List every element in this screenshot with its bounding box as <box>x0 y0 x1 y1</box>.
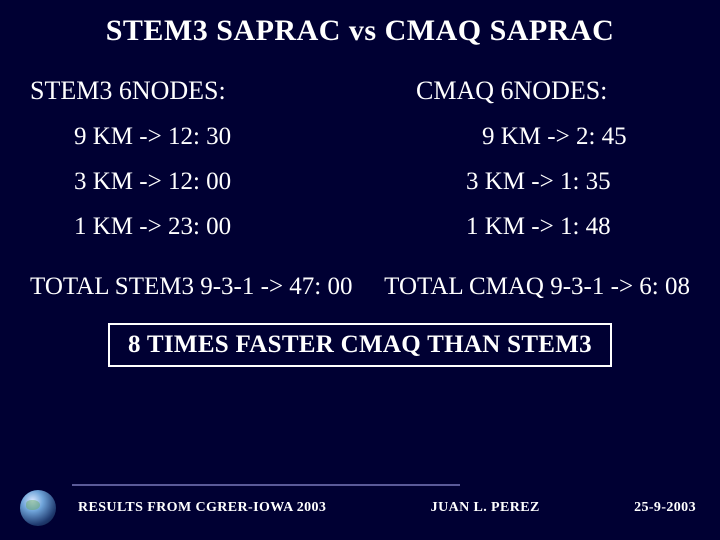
right-row-3: 1 KM -> 1: 48 <box>358 214 688 239</box>
right-row-2: 3 KM -> 1: 35 <box>358 169 688 194</box>
callout-container: 8 TIMES FASTER CMAQ THAN STEM3 <box>28 323 692 367</box>
footer-right: 25-9-2003 <box>634 500 696 516</box>
left-row-2: 3 KM -> 12: 00 <box>28 169 358 194</box>
comparison-columns: STEM3 6NODES: 9 KM -> 12: 30 3 KM -> 12:… <box>28 76 692 259</box>
footer: RESULTS FROM CGRER-IOWA 2003 JUAN L. PER… <box>0 490 720 526</box>
right-total: TOTAL CMAQ 9-3-1 -> 6: 08 <box>384 273 690 301</box>
globe-icon <box>20 490 56 526</box>
callout-box: 8 TIMES FASTER CMAQ THAN STEM3 <box>108 323 612 367</box>
footer-left: RESULTS FROM CGRER-IOWA 2003 <box>78 500 326 516</box>
left-row-1: 9 KM -> 12: 30 <box>28 124 358 149</box>
left-total: TOTAL STEM3 9-3-1 -> 47: 00 <box>30 273 353 301</box>
left-heading: STEM3 6NODES: <box>28 76 358 106</box>
slide: STEM3 SAPRAC vs CMAQ SAPRAC STEM3 6NODES… <box>0 0 720 540</box>
right-column: CMAQ 6NODES: 9 KM -> 2: 45 3 KM -> 1: 35… <box>358 76 688 259</box>
footer-rule <box>72 484 460 486</box>
left-column: STEM3 6NODES: 9 KM -> 12: 30 3 KM -> 12:… <box>28 76 358 259</box>
right-row-1: 9 KM -> 2: 45 <box>358 124 688 149</box>
totals-row: TOTAL STEM3 9-3-1 -> 47: 00 TOTAL CMAQ 9… <box>28 273 692 301</box>
left-row-3: 1 KM -> 23: 00 <box>28 214 358 239</box>
right-heading: CMAQ 6NODES: <box>358 76 688 106</box>
slide-title: STEM3 SAPRAC vs CMAQ SAPRAC <box>28 14 692 48</box>
footer-center: JUAN L. PEREZ <box>326 500 634 516</box>
